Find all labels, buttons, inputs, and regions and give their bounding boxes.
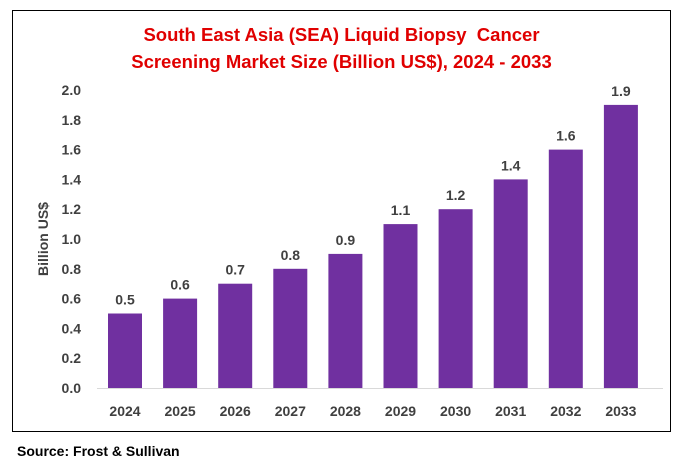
data-label: 0.6 [170, 277, 190, 293]
x-tick-label: 2027 [275, 403, 306, 419]
x-tick-label: 2032 [550, 403, 581, 419]
bar-2028 [328, 253, 363, 388]
x-tick-label: 2026 [220, 403, 251, 419]
bar-2032 [548, 149, 583, 388]
bar-2024 [108, 313, 142, 388]
y-tick-label: 0.0 [62, 380, 82, 396]
data-label: 1.2 [446, 187, 466, 203]
bar-2030 [438, 209, 473, 388]
y-tick-label: 0.6 [62, 291, 82, 307]
y-tick-label: 0.8 [62, 261, 82, 277]
y-tick-label: 1.0 [62, 231, 82, 247]
y-tick-label: 2.0 [62, 82, 82, 98]
x-tick-label: 2031 [495, 403, 526, 419]
data-label: 0.8 [281, 247, 301, 263]
bar-2031 [493, 179, 528, 388]
y-tick-label: 1.8 [62, 112, 82, 128]
bar-2026 [218, 283, 253, 388]
data-label: 0.5 [115, 292, 135, 308]
x-tick-label: 2033 [605, 403, 636, 419]
bar-2029 [383, 224, 418, 388]
chart-frame [12, 10, 671, 432]
y-tick-label: 1.6 [62, 142, 82, 158]
data-label: 1.1 [391, 202, 411, 218]
chart-title: South East Asia (SEA) Liquid Biopsy Canc… [12, 21, 671, 75]
data-label: 1.9 [611, 83, 631, 99]
x-tick-label: 2025 [165, 403, 196, 419]
chart-title-line-1: South East Asia (SEA) Liquid Biopsy Canc… [143, 24, 540, 45]
data-label: 1.4 [501, 157, 521, 173]
x-tick-label: 2024 [109, 403, 140, 419]
bar-2033 [603, 104, 638, 389]
data-label: 1.6 [556, 128, 576, 144]
y-tick-label: 1.4 [62, 171, 82, 187]
data-label: 0.9 [336, 232, 356, 248]
bar-2025 [163, 298, 198, 388]
bar-2027 [273, 268, 308, 388]
y-tick-label: 0.2 [62, 350, 82, 366]
x-tick-label: 2028 [330, 403, 361, 419]
chart-title-line-2: Screening Market Size (Billion US$), 202… [131, 51, 552, 72]
data-label: 0.7 [225, 262, 245, 278]
y-axis-label: Billion US$ [35, 202, 51, 276]
source-note: Source: Frost & Sullivan [17, 443, 180, 459]
x-tick-label: 2029 [385, 403, 416, 419]
y-tick-label: 0.4 [62, 320, 82, 336]
x-tick-label: 2030 [440, 403, 471, 419]
y-tick-label: 1.2 [62, 201, 82, 217]
